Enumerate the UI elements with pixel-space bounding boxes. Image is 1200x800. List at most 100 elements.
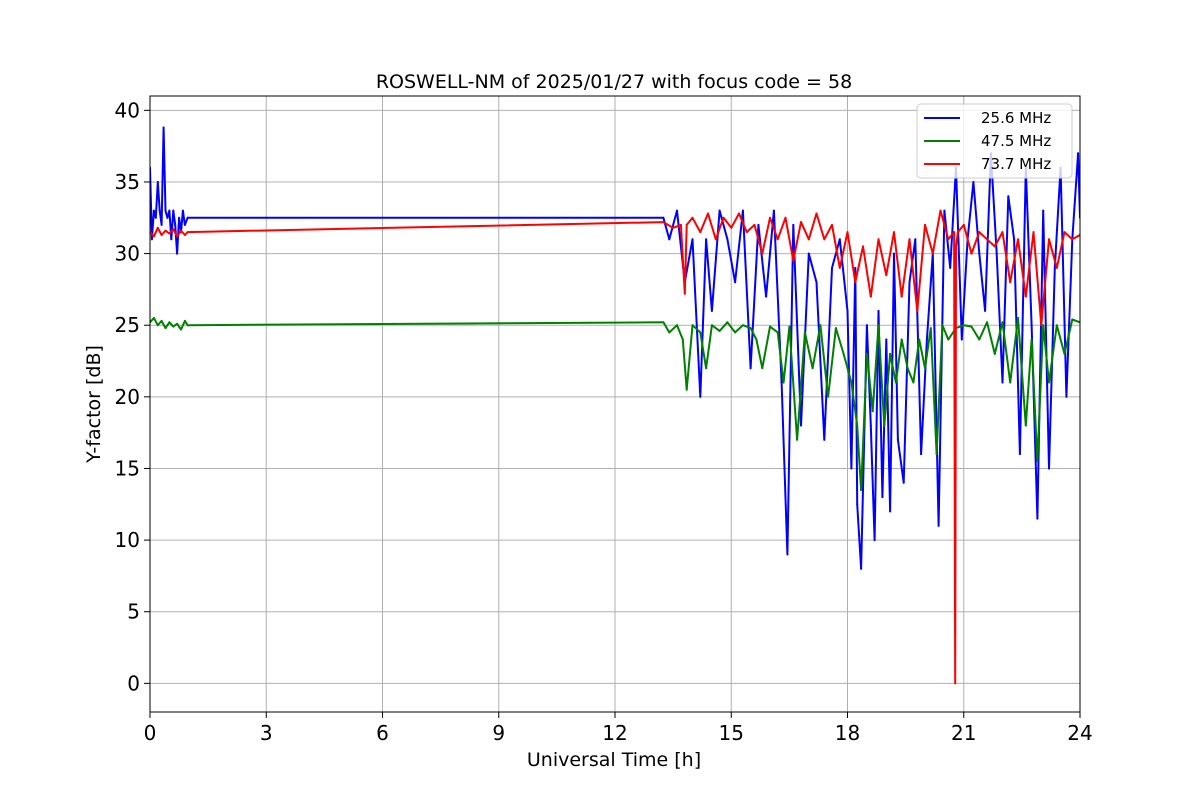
data-point: [755, 338, 758, 341]
data-point: [1001, 321, 1004, 324]
data-point: [749, 327, 752, 330]
data-point: [1007, 195, 1010, 198]
data-point: [900, 338, 903, 341]
data-point: [160, 234, 163, 236]
data-point: [1042, 209, 1045, 212]
data-point: [834, 327, 837, 330]
data-point: [823, 438, 826, 441]
data-point: [1071, 238, 1074, 241]
data-point: [953, 231, 956, 234]
data-point: [902, 481, 905, 484]
series-layer: [150, 126, 1080, 685]
data-point: [854, 281, 857, 284]
data-point: [838, 238, 841, 241]
data-point: [168, 321, 171, 324]
data-point: [947, 338, 950, 341]
data-point: [978, 252, 981, 255]
data-point: [954, 682, 957, 685]
data-point: [164, 327, 167, 330]
data-point: [176, 322, 179, 325]
data-point: [873, 539, 876, 542]
x-axis-label: Universal Time [h]: [527, 749, 701, 771]
data-point: [1055, 266, 1058, 269]
data-point: [156, 324, 159, 327]
x-tick-label: 12: [602, 721, 627, 745]
data-point: [978, 231, 981, 234]
data-point: [158, 209, 161, 212]
data-point: [180, 328, 182, 331]
series-73-7-mhz: [150, 209, 1080, 685]
series-line-73-7-mhz: [150, 209, 1080, 685]
legend-box: [916, 103, 1073, 179]
data-point: [865, 352, 868, 355]
data-point: [761, 252, 764, 255]
data-point: [170, 238, 173, 241]
legend-label: 47.5 MHz: [981, 132, 1051, 150]
data-point: [984, 309, 987, 312]
data-point: [894, 381, 897, 384]
data-point: [1032, 231, 1035, 234]
data-point: [769, 325, 771, 328]
data-point: [685, 388, 688, 391]
data-point: [176, 235, 179, 238]
data-point: [186, 324, 189, 327]
data-point: [166, 216, 169, 219]
data-point: [1030, 324, 1033, 327]
data-point: [707, 212, 709, 215]
y-tick-label: 15: [115, 456, 140, 480]
data-point: [662, 216, 665, 219]
data-point: [1063, 352, 1066, 355]
data-point: [1063, 231, 1066, 234]
data-point: [176, 252, 179, 255]
data-point: [168, 232, 171, 235]
data-point: [772, 209, 775, 212]
data-point: [152, 317, 155, 319]
data-point: [685, 223, 688, 226]
data-point: [1013, 238, 1016, 241]
data-point: [993, 352, 996, 355]
data-point: [734, 281, 737, 284]
data-point: [722, 216, 725, 219]
data-point: [780, 381, 783, 384]
data-point: [803, 331, 806, 334]
data-point: [1040, 324, 1043, 327]
data-point: [168, 209, 171, 212]
data-point: [877, 238, 880, 241]
data-point: [889, 510, 892, 513]
data-point: [960, 338, 963, 341]
data-point: [1001, 231, 1004, 234]
data-point: [172, 228, 175, 231]
data-point: [962, 324, 965, 327]
data-point: [676, 209, 678, 212]
data-point: [174, 223, 177, 226]
data-point: [699, 231, 702, 234]
data-point: [1001, 381, 1004, 384]
data-point: [1036, 460, 1039, 463]
data-point: [186, 216, 189, 219]
data-point: [718, 209, 721, 212]
y-tick-label: 0: [127, 671, 140, 695]
data-point: [800, 424, 802, 427]
data-point: [846, 309, 849, 312]
data-point: [726, 238, 729, 241]
data-point: [846, 231, 849, 234]
data-point: [672, 226, 675, 229]
y-tick-label: 5: [127, 600, 140, 624]
data-point: [786, 553, 789, 556]
data-point: [871, 410, 874, 413]
data-point: [1009, 381, 1012, 384]
data-point: [154, 216, 157, 219]
data-point: [943, 209, 946, 212]
data-point: [815, 281, 818, 284]
series-line-47-5-mhz: [150, 317, 1080, 491]
data-point: [842, 352, 845, 355]
data-point: [788, 325, 791, 328]
x-tick-label: 0: [144, 721, 157, 745]
data-point: [172, 209, 175, 212]
data-point: [865, 324, 868, 327]
data-point: [929, 327, 932, 330]
chart-title: ROSWELL-NM of 2025/01/27 with focus code…: [376, 71, 852, 93]
data-point: [705, 367, 708, 370]
data-point: [782, 381, 785, 384]
data-point: [1055, 324, 1058, 327]
